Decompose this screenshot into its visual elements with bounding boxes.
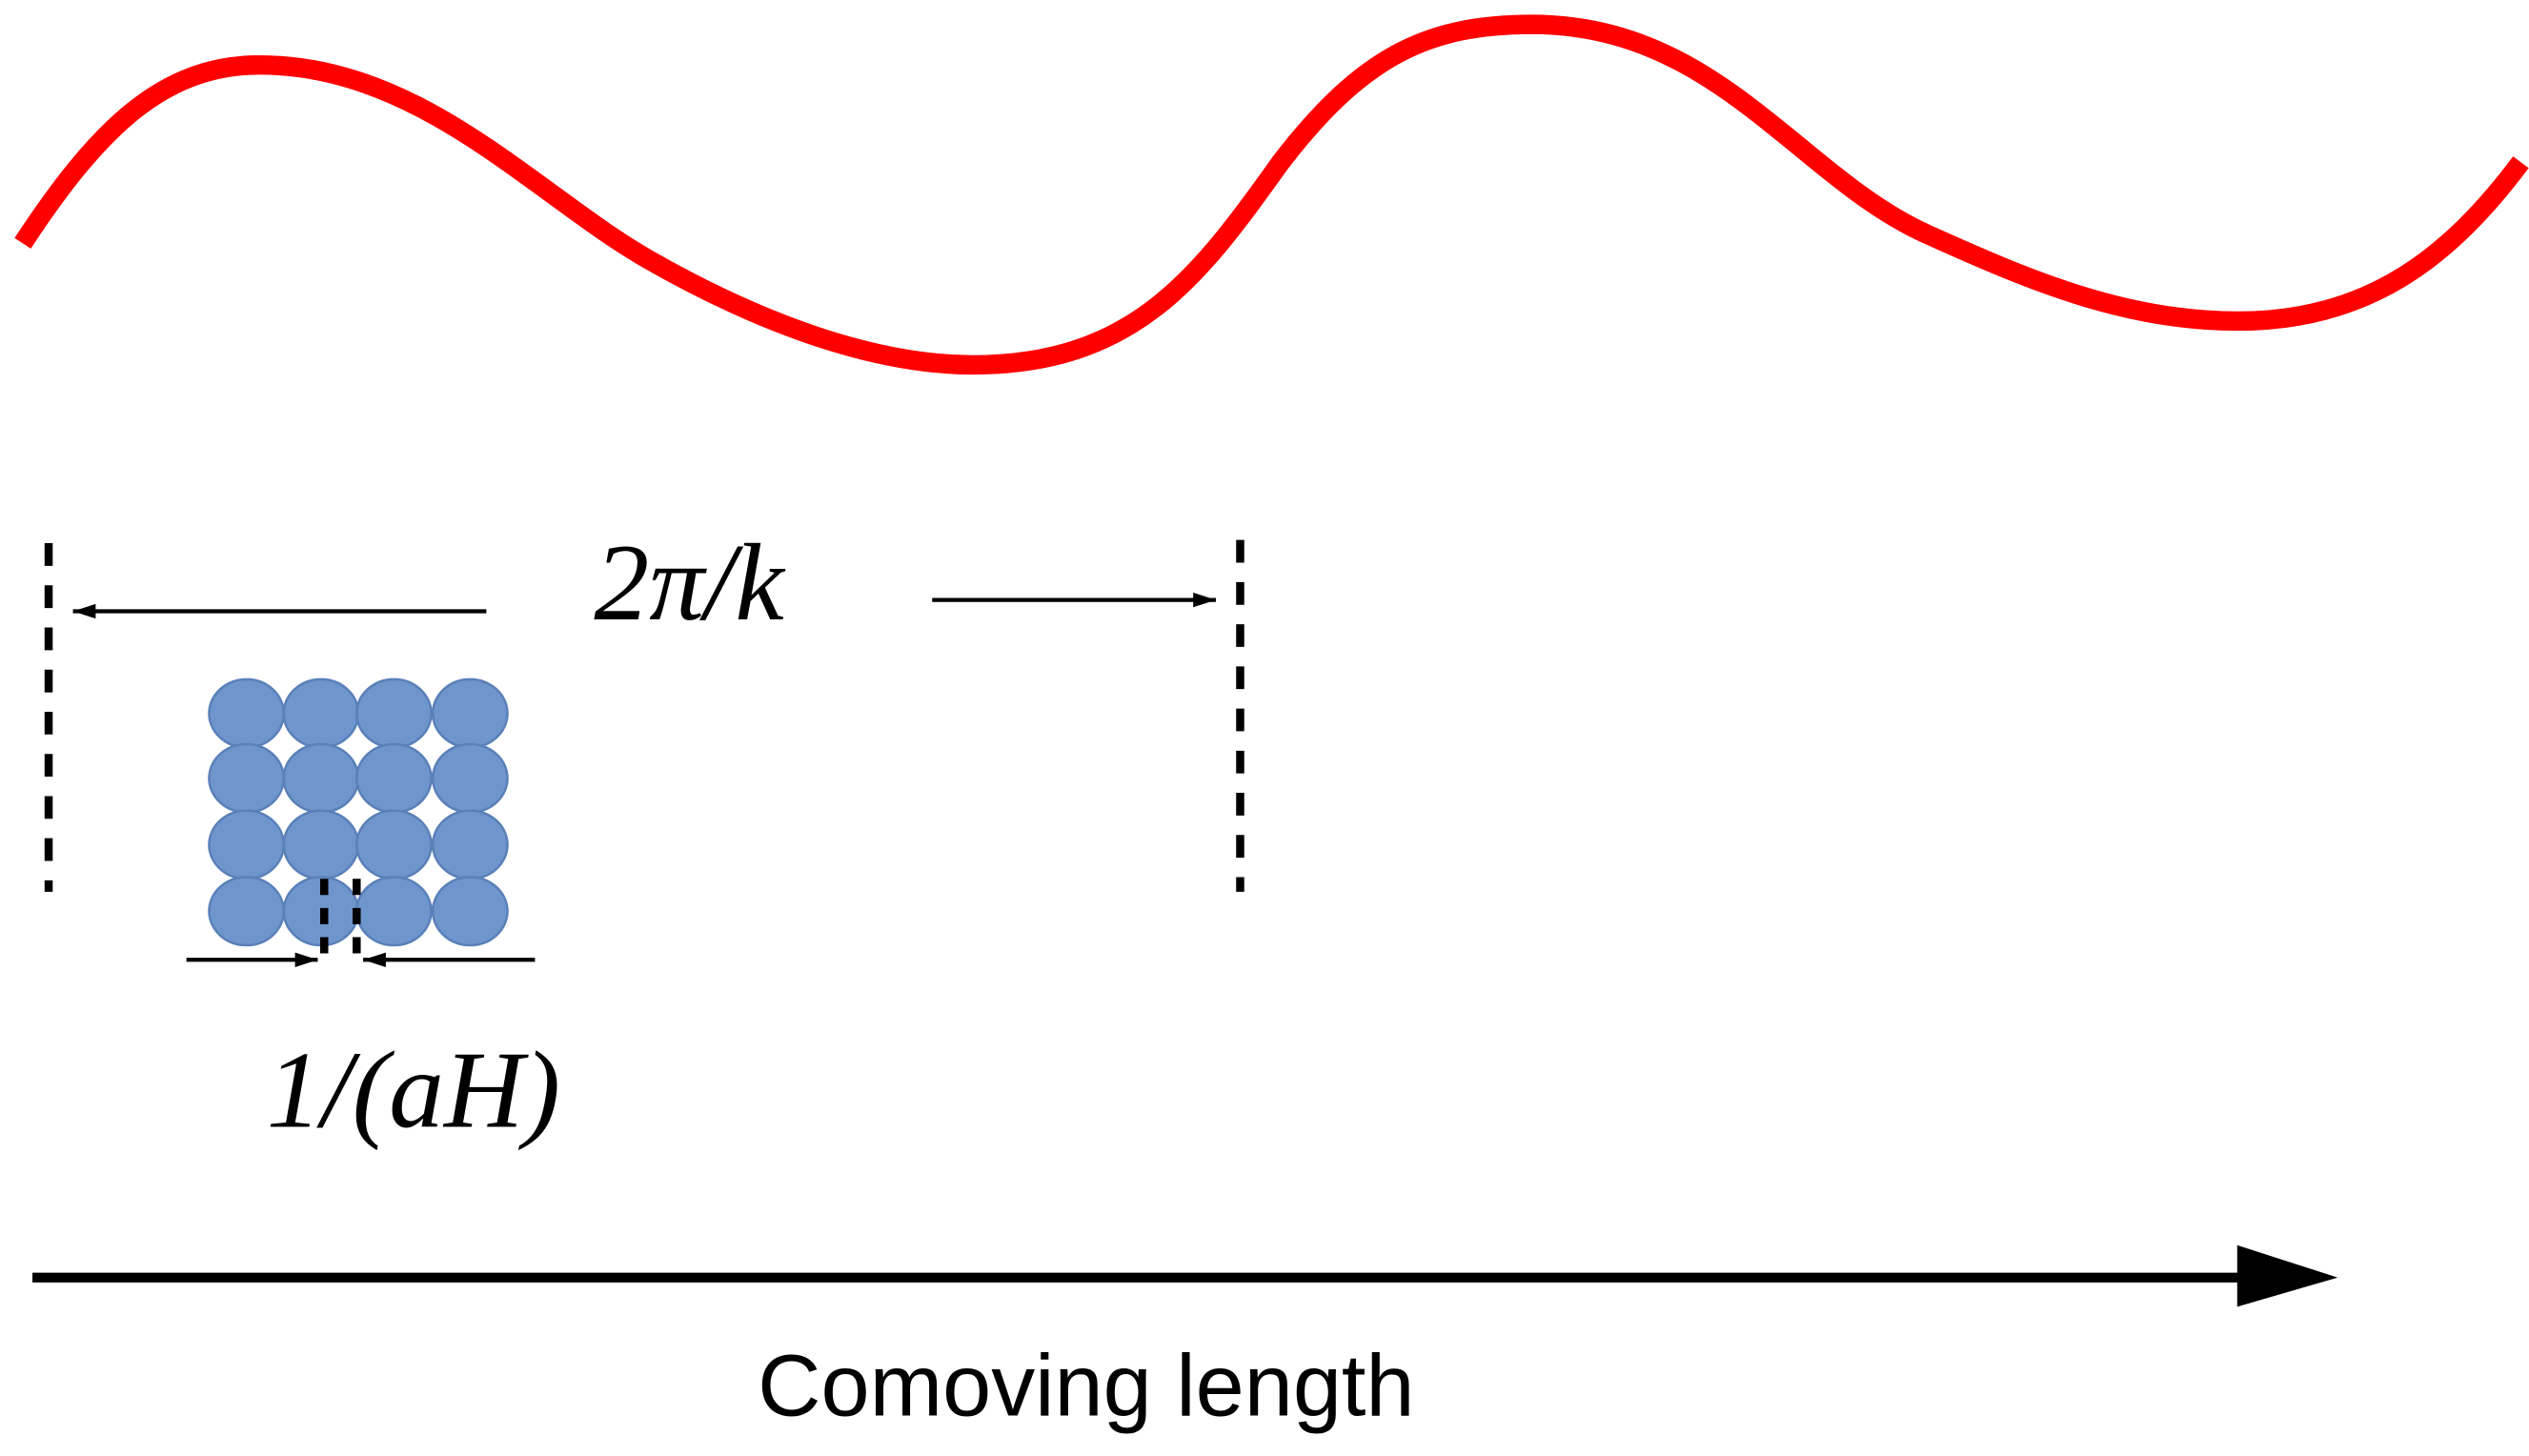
wavelength-label: 2π/k (594, 522, 786, 644)
wave (14, 14, 2529, 375)
horizon-label: 1/(aH) (267, 1030, 560, 1152)
patches (208, 677, 509, 947)
axis-label: Comoving length (758, 1337, 1414, 1434)
axis-arrowhead (2236, 1244, 2338, 1307)
